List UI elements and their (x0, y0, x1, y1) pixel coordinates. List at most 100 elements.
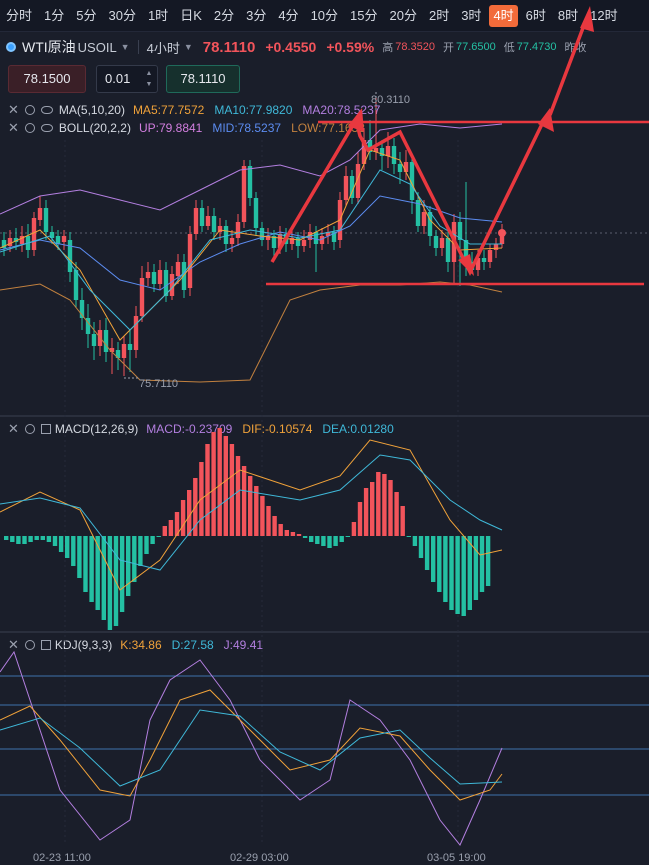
macd-bar (77, 536, 82, 578)
close-icon[interactable]: ✕ (8, 637, 19, 652)
macd-bar (83, 536, 88, 592)
candle-body (445, 238, 451, 262)
sell-price-button[interactable]: 78.1500 (8, 65, 86, 93)
close-icon[interactable]: ✕ (8, 421, 19, 436)
quantity-input[interactable]: 0.01 (96, 65, 158, 93)
candle-body (493, 244, 499, 250)
symbol-name[interactable]: WTI原油 (22, 39, 76, 55)
quote-header: WTI原油 USOIL ▼ 4小时 ▼ 78.1110 +0.4550 +0.5… (0, 33, 649, 61)
stepper-up-icon[interactable]: ▲ (145, 70, 153, 77)
gear-icon[interactable] (24, 123, 35, 133)
timeframe-tab[interactable]: 3分 (246, 7, 267, 23)
macd-bar (449, 536, 454, 610)
candle-body (313, 232, 319, 244)
timeframe-tab[interactable]: 2分 (213, 7, 235, 23)
timeframe-tab[interactable]: 15分 (350, 7, 378, 23)
candle-body (457, 222, 463, 240)
last-price: 78.1110 (202, 38, 256, 56)
timeframe-tab[interactable]: 30分 (108, 7, 136, 23)
ma10-line (0, 169, 502, 331)
candle-body (415, 200, 421, 226)
stepper-down-icon[interactable]: ▼ (145, 81, 153, 88)
candle-body (463, 240, 469, 262)
gear-icon[interactable] (24, 424, 35, 434)
candle-body (427, 212, 433, 236)
macd-bar (406, 536, 411, 537)
eye-icon[interactable] (40, 124, 53, 132)
macd-bar (4, 536, 9, 540)
macd-bar (28, 536, 33, 542)
kdj-legend: ✕ KDJ(9,3,3) K:34.86 D:27.58 J:49.41 (0, 637, 273, 653)
close-icon[interactable]: ✕ (8, 120, 19, 135)
timeframe-tab[interactable]: 10分 (310, 7, 339, 23)
macd-bar (272, 516, 277, 536)
timeframe-tab[interactable]: 20分 (389, 7, 417, 23)
boll-up-value: UP:79.8841 (138, 121, 203, 135)
candle-body (295, 238, 301, 246)
macd-bar (71, 536, 76, 566)
gear-icon[interactable] (24, 640, 35, 650)
macd-bar (34, 536, 39, 540)
symbol-code[interactable]: USOIL (77, 39, 117, 55)
candle-body (67, 240, 73, 272)
timeframe-tab[interactable]: 2时 (428, 7, 450, 23)
timeframe-tab[interactable]: 1时 (147, 7, 169, 23)
candle-body (265, 236, 271, 240)
eye-icon[interactable] (40, 106, 53, 114)
candle-body (319, 236, 325, 244)
chevron-down-icon[interactable]: ▼ (183, 42, 193, 52)
trend-path (270, 115, 547, 276)
timeframe-tab[interactable]: 日K (180, 7, 202, 23)
low-label: 低 (503, 42, 515, 54)
candle-body (403, 162, 409, 172)
timeframe-tab[interactable]: 4分 (278, 7, 299, 23)
expand-icon[interactable] (40, 424, 51, 434)
close-icon[interactable]: ✕ (8, 102, 19, 117)
candle-body (223, 226, 229, 244)
candle-body (397, 164, 403, 172)
macd-bar (138, 536, 143, 566)
timeframe-tab[interactable]: 分时 (6, 7, 33, 23)
candle-body (55, 236, 61, 244)
macd-bar (382, 474, 387, 536)
timeframe-tab[interactable]: 6时 (525, 7, 546, 23)
timeframe-tab[interactable]: 3时 (461, 7, 482, 23)
timeframe-tab[interactable]: 1分 (44, 7, 65, 23)
candle-body (487, 250, 493, 262)
expand-icon[interactable] (40, 640, 51, 650)
timeframe-tab[interactable]: 12时 (590, 7, 618, 23)
macd-bar (370, 482, 375, 536)
period-selector[interactable]: 4小时 (146, 40, 180, 56)
macd-bar (107, 536, 113, 630)
macd-bar (10, 536, 15, 542)
gear-icon[interactable] (24, 105, 35, 115)
macd-bar (376, 472, 381, 536)
macd-bar (479, 536, 485, 592)
macd-bar (187, 490, 192, 536)
macd-bar (180, 500, 186, 536)
candle-body (133, 316, 139, 350)
macd-bar (284, 530, 289, 536)
buy-price-button[interactable]: 78.1110 (166, 65, 240, 93)
ma10-value: MA10:77.9820 (214, 103, 293, 117)
candle-body (205, 216, 211, 226)
candle-body (277, 234, 283, 248)
macd-bar (168, 520, 174, 536)
candle-body (37, 208, 43, 220)
macd-bar (400, 506, 405, 536)
macd-bar (443, 536, 448, 602)
macd-bar (119, 536, 125, 612)
candle-body (73, 270, 79, 300)
chevron-down-icon[interactable]: ▼ (120, 42, 130, 52)
candle-body (385, 146, 391, 156)
timeframe-tab[interactable]: 8时 (557, 7, 579, 23)
open-value: 77.6500 (455, 41, 496, 53)
timeframe-tab[interactable]: 5分 (76, 7, 97, 23)
macd-bar (65, 536, 70, 558)
macd-bar (351, 522, 357, 536)
candle-body (211, 216, 217, 232)
candle-body (301, 240, 307, 246)
macd-bar (205, 444, 210, 536)
timeframe-tab[interactable]: 4时 (489, 4, 518, 27)
